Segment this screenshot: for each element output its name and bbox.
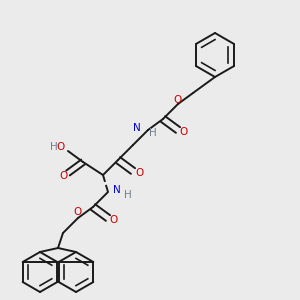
Text: O: O xyxy=(110,215,118,225)
Text: O: O xyxy=(73,207,81,217)
Text: O: O xyxy=(173,95,181,105)
Text: O: O xyxy=(59,171,67,181)
Text: O: O xyxy=(57,142,65,152)
Text: N: N xyxy=(133,123,141,133)
Text: H: H xyxy=(124,190,132,200)
Text: N: N xyxy=(113,185,121,195)
Text: O: O xyxy=(180,127,188,137)
Text: O: O xyxy=(135,168,143,178)
Text: H: H xyxy=(149,128,157,138)
Text: H: H xyxy=(50,142,58,152)
